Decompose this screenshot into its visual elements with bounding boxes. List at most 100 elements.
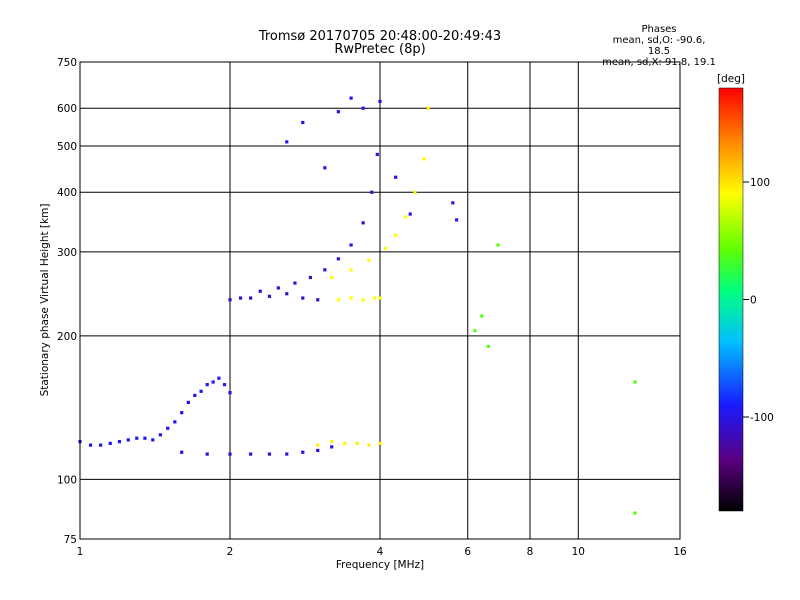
data-point bbox=[367, 258, 371, 262]
data-point bbox=[301, 450, 305, 454]
data-point bbox=[285, 292, 289, 296]
data-point bbox=[173, 420, 177, 424]
data-point bbox=[211, 380, 215, 384]
data-point bbox=[633, 380, 637, 384]
data-point bbox=[372, 296, 377, 300]
data-point bbox=[361, 221, 365, 225]
data-point bbox=[301, 296, 305, 300]
y-tick-label: 75 bbox=[64, 534, 77, 546]
data-point bbox=[323, 268, 327, 272]
data-point bbox=[361, 298, 365, 302]
data-points bbox=[78, 96, 637, 515]
data-point bbox=[451, 201, 455, 205]
data-point bbox=[199, 389, 203, 393]
y-tick-label: 200 bbox=[57, 331, 77, 343]
data-point bbox=[285, 140, 289, 144]
colorbar-tick-label: -100 bbox=[750, 412, 774, 424]
data-point bbox=[135, 436, 139, 440]
data-point bbox=[426, 106, 430, 110]
data-point bbox=[205, 383, 209, 387]
colorbar-tick-label: 0 bbox=[750, 295, 757, 307]
data-point bbox=[480, 314, 484, 318]
data-point bbox=[633, 511, 637, 515]
data-point bbox=[217, 376, 221, 380]
data-point bbox=[108, 441, 112, 445]
y-tick-label: 100 bbox=[57, 474, 77, 486]
x-tick-label: 10 bbox=[572, 546, 585, 558]
data-point bbox=[378, 296, 382, 300]
y-tick-label: 600 bbox=[57, 103, 77, 115]
data-point bbox=[316, 448, 320, 453]
x-tick-label: 4 bbox=[377, 546, 384, 558]
data-point bbox=[403, 215, 408, 219]
data-point bbox=[249, 452, 253, 456]
data-point bbox=[301, 120, 305, 125]
data-point bbox=[330, 275, 334, 280]
data-point bbox=[455, 218, 459, 222]
data-point bbox=[267, 452, 272, 456]
colorbar bbox=[718, 87, 744, 512]
data-point bbox=[285, 452, 289, 456]
data-point bbox=[473, 329, 477, 333]
data-point bbox=[394, 175, 398, 179]
y-tick-label: 400 bbox=[57, 187, 77, 199]
y-axis-label: Stationary phase Virtual Height [km] bbox=[39, 204, 51, 397]
x-tick-label: 2 bbox=[227, 546, 234, 558]
data-point bbox=[158, 433, 163, 437]
colorbar-label: [deg] bbox=[717, 73, 745, 85]
data-point bbox=[126, 438, 130, 442]
data-point bbox=[308, 275, 313, 280]
data-point bbox=[228, 452, 232, 456]
x-tick-label: 1 bbox=[77, 546, 84, 558]
data-point bbox=[355, 441, 359, 445]
data-point bbox=[267, 294, 272, 298]
data-point bbox=[378, 99, 382, 104]
data-point bbox=[330, 440, 334, 444]
data-point bbox=[375, 152, 379, 157]
y-tick-label: 750 bbox=[57, 57, 77, 69]
data-point bbox=[378, 441, 382, 445]
data-point bbox=[422, 157, 426, 161]
data-point bbox=[117, 440, 122, 444]
x-axis-label: Frequency [MHz] bbox=[336, 559, 424, 571]
data-point bbox=[205, 452, 209, 456]
data-point bbox=[349, 268, 353, 272]
data-point bbox=[222, 383, 227, 387]
x-tick-label: 6 bbox=[464, 546, 471, 558]
data-point bbox=[143, 436, 147, 440]
data-point bbox=[166, 426, 170, 430]
colorbar-ticks: 100 0 -100 bbox=[743, 177, 774, 424]
data-point bbox=[293, 281, 297, 285]
data-point bbox=[180, 450, 184, 454]
y-tick-label: 500 bbox=[57, 141, 77, 153]
data-point bbox=[343, 441, 347, 445]
axis-ticks: 1 2 4 6 8 10 16 75 100 200 300 400 500 600 750 bbox=[57, 57, 687, 558]
data-point bbox=[349, 296, 353, 300]
data-point bbox=[151, 438, 155, 442]
data-point bbox=[258, 289, 262, 293]
data-point bbox=[349, 243, 353, 247]
data-point bbox=[228, 391, 232, 395]
data-point bbox=[193, 393, 197, 398]
data-point bbox=[180, 411, 184, 415]
data-point bbox=[413, 190, 417, 194]
data-point bbox=[186, 400, 190, 405]
x-tick-label: 8 bbox=[527, 546, 534, 558]
data-point bbox=[361, 106, 365, 110]
phase-stats-o: mean, sd,O: -90.6, 18.5 bbox=[612, 35, 706, 57]
data-point bbox=[88, 443, 93, 447]
data-point bbox=[99, 443, 103, 447]
data-point bbox=[486, 344, 490, 349]
data-point bbox=[228, 298, 232, 302]
data-point bbox=[496, 243, 500, 247]
data-point bbox=[336, 110, 340, 114]
data-point bbox=[336, 257, 340, 261]
data-point bbox=[408, 212, 412, 216]
y-tick-label: 300 bbox=[57, 247, 77, 259]
data-point bbox=[349, 96, 353, 100]
data-point bbox=[238, 296, 243, 300]
data-point bbox=[276, 286, 280, 290]
data-point bbox=[316, 298, 320, 302]
plot-frame bbox=[79, 61, 681, 540]
